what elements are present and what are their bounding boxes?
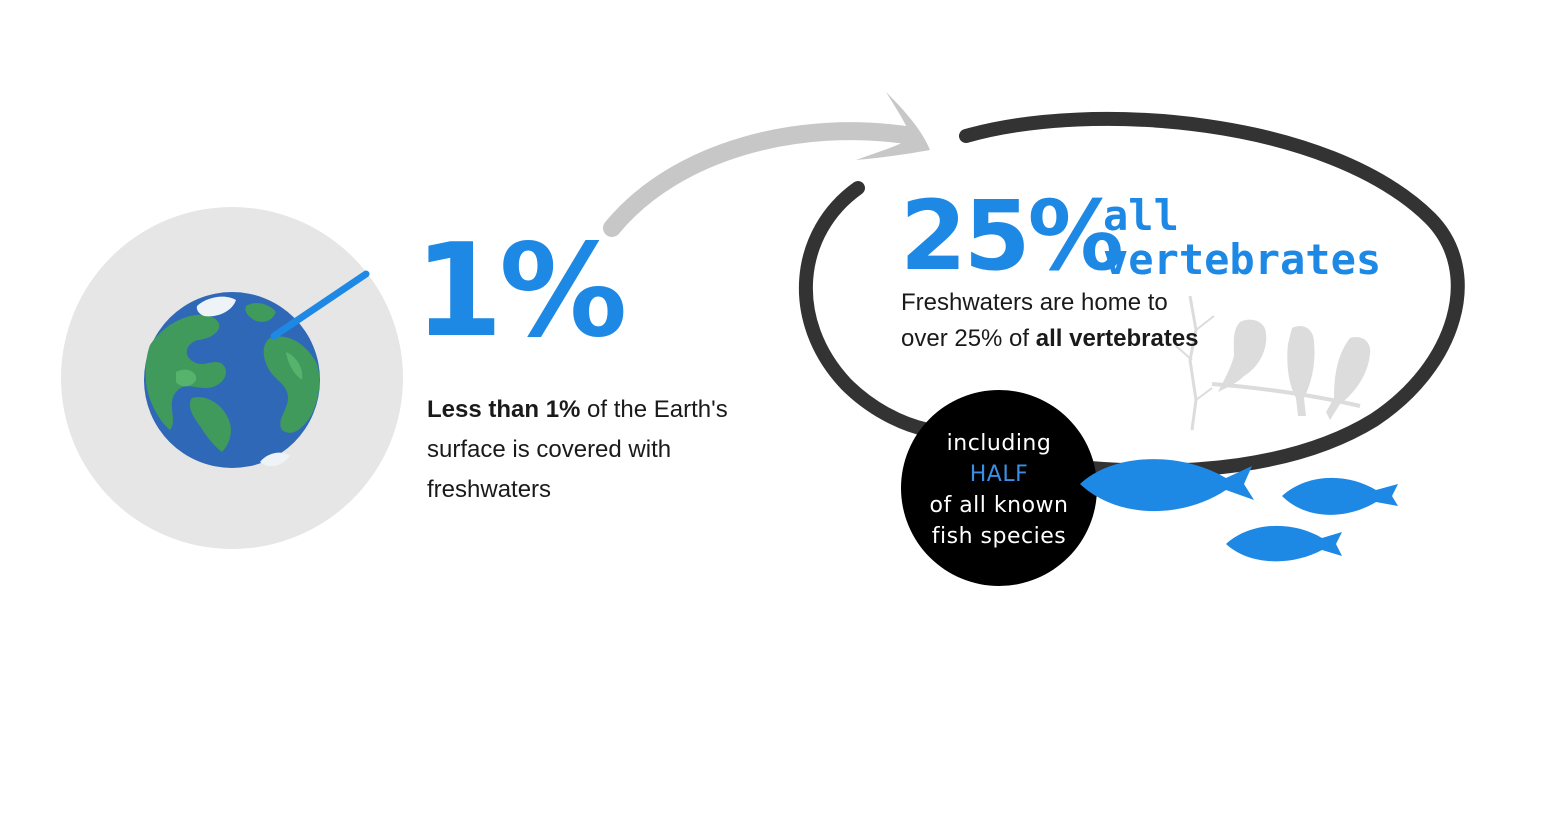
fish-badge-line4: fish species — [931, 524, 1067, 549]
freshwater-area-description-line1: of the Earth's — [580, 396, 728, 423]
fish-icon — [1080, 459, 1398, 562]
freshwater-area-stat: 1% — [414, 217, 627, 366]
vertebrates-label-line1: all — [1103, 191, 1179, 240]
vertebrates-description-bold: all vertebrates — [1035, 325, 1199, 352]
freshwater-area-description-line3: freshwaters — [427, 476, 552, 503]
fish-badge-line1: including — [946, 431, 1052, 456]
fish-badge-circle — [901, 390, 1097, 586]
vertebrates-stat-label: all vertebrates — [1103, 194, 1381, 282]
fish-badge-text: including HALF of all known fish species — [902, 428, 1096, 552]
freshwater-area-description-line2: surface is covered with — [427, 436, 672, 463]
vertebrates-description: Freshwaters are home to over 25% of all … — [901, 285, 1261, 357]
curved-arrow-icon — [603, 92, 930, 237]
fish-badge-highlight: HALF — [969, 462, 1029, 487]
vertebrates-oval — [798, 111, 1465, 478]
fish-badge-line3: of all known — [929, 493, 1069, 518]
birds-on-branch-icon — [1175, 295, 1371, 431]
freshwater-area-description-bold: Less than 1% — [427, 396, 581, 423]
vertebrates-description-line1: Freshwaters are home to — [901, 289, 1168, 316]
vertebrates-label-line2: vertebrates — [1103, 235, 1382, 284]
vertebrates-stat: 25% — [900, 180, 1124, 292]
earth-globe-icon — [144, 270, 370, 468]
freshwater-area-description: Less than 1% of the Earth's surface is c… — [427, 390, 767, 510]
vertebrates-description-line2: over 25% of — [901, 325, 1036, 352]
